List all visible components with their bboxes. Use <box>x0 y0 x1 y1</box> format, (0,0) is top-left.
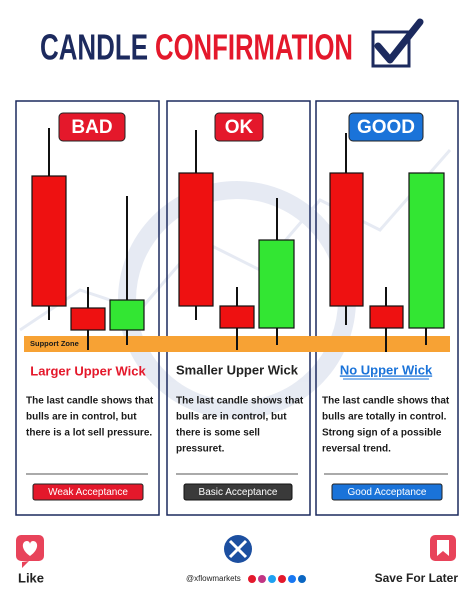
panel-text: bulls are in control, but <box>176 412 287 423</box>
candle <box>219 305 255 329</box>
logo-x <box>228 539 248 559</box>
panel-text: there is some sell <box>176 428 260 439</box>
panel-text: bulls are in control, but <box>26 412 137 423</box>
acceptance-tag <box>183 483 293 501</box>
like-bubble-tail <box>22 561 29 568</box>
badge <box>58 112 126 142</box>
panel-text: bulls are totally in control. <box>322 412 447 423</box>
social-icon <box>268 575 276 583</box>
acceptance-label: Good Acceptance <box>348 487 427 498</box>
check-box <box>371 30 411 68</box>
candle <box>329 172 364 307</box>
check-icon <box>371 18 424 68</box>
candle <box>258 239 295 329</box>
badge-label: OK <box>225 117 254 138</box>
panel-text: The last candle shows that <box>322 396 450 407</box>
panel-text: pressuret. <box>176 444 225 455</box>
title-part2: CONFIRMATION <box>155 27 353 68</box>
panel-heading: No Upper Wick <box>340 362 433 377</box>
watermark-line <box>19 149 452 332</box>
panel-text: there is a lot sell pressure. <box>26 428 152 439</box>
panel-heading: Smaller Upper Wick <box>176 362 299 377</box>
save-label: Save For Later <box>375 571 459 585</box>
check-mark <box>374 18 424 64</box>
social-icons <box>248 575 306 583</box>
bookmark <box>437 540 449 556</box>
support-zone-label: Support Zone <box>30 339 79 348</box>
candle <box>178 172 214 307</box>
candle <box>369 305 404 329</box>
save-icon <box>430 535 456 561</box>
social-icon <box>258 575 266 583</box>
badge <box>348 112 424 142</box>
like-label: Like <box>18 570 44 585</box>
badge-label: BAD <box>71 117 112 138</box>
panel-text: Strong sign of a possible <box>322 428 442 439</box>
brand-logo <box>224 535 252 563</box>
panel-frame <box>166 100 311 516</box>
acceptance-tag <box>331 483 443 501</box>
panel-frame <box>15 100 160 516</box>
badge <box>214 112 264 142</box>
acceptance-label: Basic Acceptance <box>199 487 278 498</box>
social-icon <box>248 575 256 583</box>
panel-heading: Larger Upper Wick <box>30 363 146 378</box>
social-icon <box>288 575 296 583</box>
acceptance-label: Weak Acceptance <box>48 487 128 498</box>
badge-label: GOOD <box>357 117 415 138</box>
candle <box>109 299 145 331</box>
candles <box>31 128 445 352</box>
like-icon <box>16 535 44 568</box>
heart <box>22 541 38 556</box>
panel-text: The last candle shows that <box>176 396 304 407</box>
candle <box>70 307 106 331</box>
panel-text: reversal trend. <box>322 444 391 455</box>
panel-frame <box>315 100 459 516</box>
title-part1: CANDLE <box>40 27 148 68</box>
panel-text: The last candle shows that <box>26 396 154 407</box>
acceptance-tag <box>32 483 144 501</box>
social-icon <box>298 575 306 583</box>
brand-handle: @xflowmarkets <box>186 574 241 583</box>
social-icon <box>278 575 286 583</box>
candle <box>408 172 445 329</box>
candle <box>31 175 67 307</box>
